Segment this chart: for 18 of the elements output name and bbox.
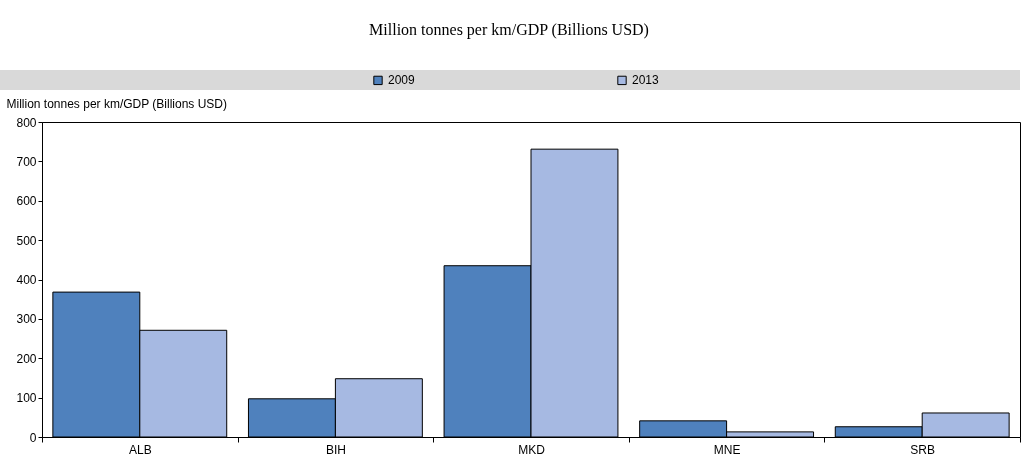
x-tick-label: MNE xyxy=(713,442,741,457)
x-tick-label: BIH xyxy=(325,442,346,457)
x-tick-label: MKD xyxy=(518,442,546,457)
y-tick-label: 700 xyxy=(16,154,37,169)
y-tick-label: 800 xyxy=(16,115,37,130)
x-tick-label: SRB xyxy=(910,442,936,457)
chart-title: Million tonnes per km/GDP (Billions USD) xyxy=(369,21,649,39)
y-tick-label: 0 xyxy=(29,430,37,445)
y-tick-label: 600 xyxy=(16,194,37,209)
y-axis-title: Million tonnes per km/GDP (Billions USD) xyxy=(6,96,228,111)
y-tick-label: 300 xyxy=(16,312,37,327)
x-tick-label: ALB xyxy=(128,442,152,457)
y-tick-label: 200 xyxy=(16,351,37,366)
y-tick-label: 500 xyxy=(16,233,37,248)
legend-label: 2013 xyxy=(632,73,660,88)
y-tick-label: 400 xyxy=(16,273,37,287)
y-tick-label: 100 xyxy=(16,391,37,406)
legend-label: 2009 xyxy=(388,73,416,88)
